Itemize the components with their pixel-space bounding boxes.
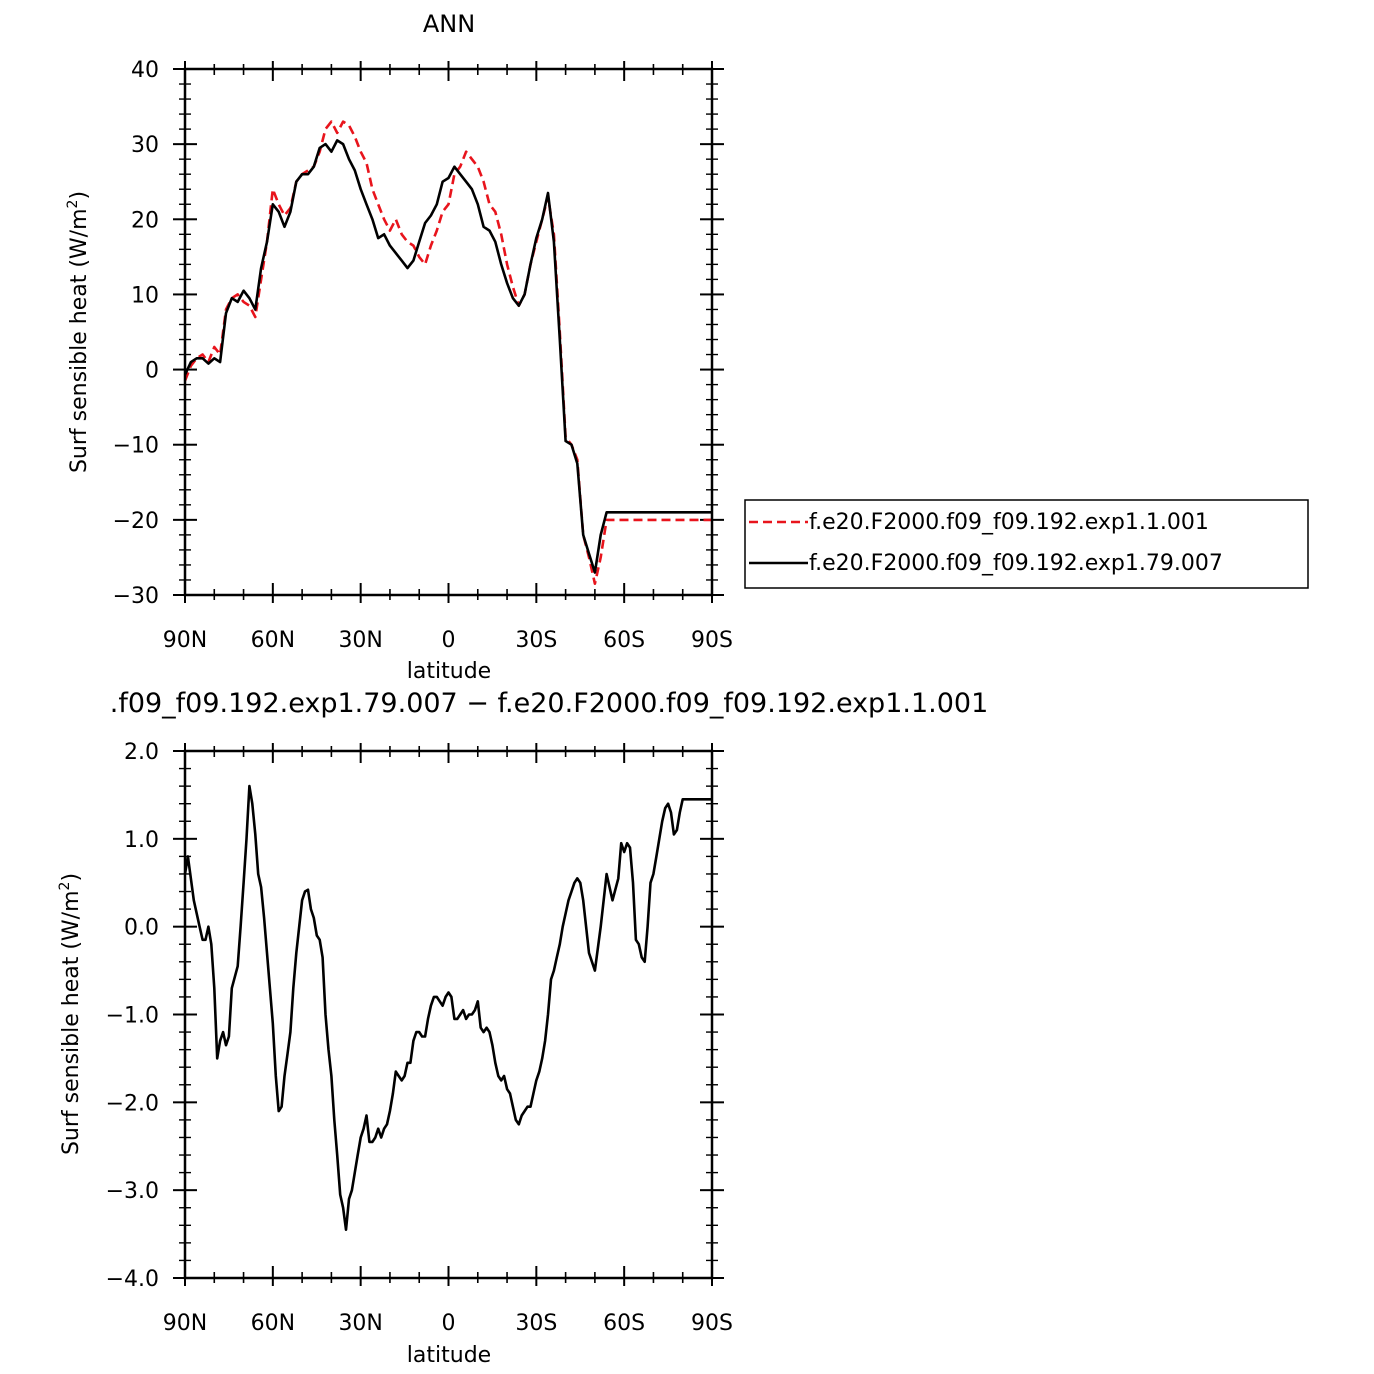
bottom-chart-title: .f09_f09.192.exp1.79.007 − f.e20.F2000.f… (110, 688, 989, 719)
bottom-chart-y-label-main: Surf sensible heat (W/m (59, 890, 84, 1155)
y-tick-label: −10 (113, 434, 159, 459)
bottom-chart: .f09_f09.192.exp1.79.007 − f.e20.F2000.f… (57, 688, 988, 1368)
bottom-chart-y-label-close: ) (59, 873, 84, 882)
x-tick-label: 30S (515, 628, 557, 653)
top-chart-x-label: latitude (407, 659, 491, 684)
x-tick-label: 60N (251, 628, 295, 653)
y-tick-label: 0 (145, 359, 159, 384)
y-tick-label: −3.0 (106, 1179, 159, 1204)
bottom-chart-series (183, 784, 712, 1231)
bottom-chart-series-line-1 (183, 784, 712, 1231)
bottom-chart-y-label-sup: 2 (57, 882, 73, 891)
bottom-chart-ticks: 90N 60N 30N 0 30S 60S 90S −4.0 −3.0 −2.0 −1.0 0.0 1.… (106, 740, 733, 1336)
top-chart-y-label-close: ) (67, 191, 92, 200)
top-chart-y-label-main: Surf sensible heat (W/m (67, 208, 92, 473)
x-tick-label: 30S (515, 1311, 557, 1336)
x-tick-label: 90S (691, 628, 733, 653)
x-tick-label: 30N (338, 1311, 382, 1336)
y-tick-label: −20 (113, 509, 159, 534)
x-tick-label: 60S (603, 1311, 645, 1336)
legend-label-series-1: f.e20.F2000.f09_f09.192.exp1.1.001 (809, 510, 1209, 535)
top-chart-y-label-sup: 2 (65, 200, 81, 209)
y-tick-label: −4.0 (106, 1267, 159, 1292)
top-chart-ticks: 90N 60N 30N 0 30S 60S 90S −30 −20 −10 0 10 20 30 40 (113, 58, 733, 653)
y-tick-label: −1.0 (106, 1004, 159, 1029)
x-tick-label: 60S (603, 628, 645, 653)
x-tick-label: 0 (442, 1311, 456, 1336)
top-chart-series-line-2 (183, 139, 712, 574)
y-tick-label: 30 (131, 133, 159, 158)
y-tick-label: 10 (131, 283, 159, 308)
y-tick-label: 20 (131, 208, 159, 233)
y-tick-label: 2.0 (124, 740, 159, 765)
x-tick-label: 30N (338, 628, 382, 653)
x-tick-label: 90N (163, 1311, 207, 1336)
legend-label-series-2: f.e20.F2000.f09_f09.192.exp1.79.007 (809, 551, 1223, 576)
x-tick-label: 90S (691, 1311, 733, 1336)
bottom-chart-x-label: latitude (407, 1343, 491, 1368)
y-tick-label: 0.0 (124, 916, 159, 941)
top-chart-series (183, 120, 712, 586)
x-tick-label: 60N (251, 1311, 295, 1336)
y-tick-label: 1.0 (124, 828, 159, 853)
bottom-chart-y-label: Surf sensible heat (W/m2) (57, 873, 84, 1155)
top-chart: ANN 90N 60N 30N 0 30S 60S 90S −30 −20 −10 0 10 20 30 4… (65, 10, 1309, 684)
top-chart-frame (183, 67, 714, 597)
y-tick-label: −2.0 (106, 1091, 159, 1116)
top-chart-legend: f.e20.F2000.f09_f09.192.exp1.1.001 f.e20… (744, 499, 1309, 589)
legend-box (744, 499, 1309, 589)
top-chart-title: ANN (423, 10, 475, 38)
x-tick-label: 90N (163, 628, 207, 653)
y-tick-label: −30 (113, 584, 159, 609)
x-tick-label: 0 (442, 628, 456, 653)
y-tick-label: 40 (131, 58, 159, 83)
bottom-chart-frame (183, 749, 714, 1280)
top-chart-y-label: Surf sensible heat (W/m2) (65, 191, 92, 473)
top-chart-series-line-1 (183, 120, 712, 586)
